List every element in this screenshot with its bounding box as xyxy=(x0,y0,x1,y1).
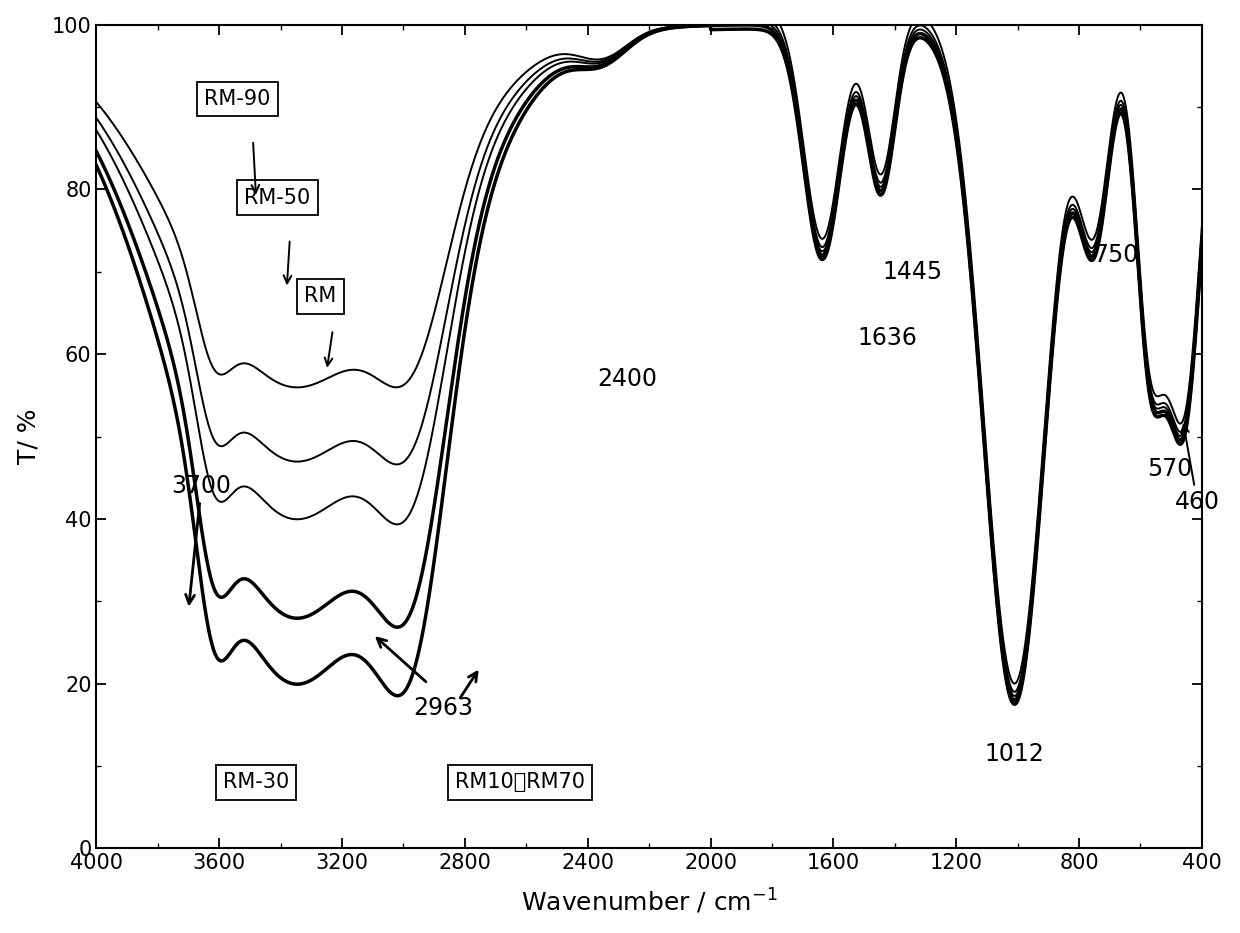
Text: 1012: 1012 xyxy=(985,742,1044,766)
Text: 570: 570 xyxy=(1147,457,1193,481)
Text: RM-90: RM-90 xyxy=(205,89,270,109)
X-axis label: Wavenumber / cm$^{-1}$: Wavenumber / cm$^{-1}$ xyxy=(521,887,777,916)
Text: 2963: 2963 xyxy=(413,696,474,720)
Text: 460: 460 xyxy=(1174,425,1220,514)
Text: RM-50: RM-50 xyxy=(244,188,311,208)
Text: 1445: 1445 xyxy=(883,259,942,284)
Text: RM: RM xyxy=(305,286,337,307)
Text: 3700: 3700 xyxy=(171,474,232,604)
Y-axis label: T/ %: T/ % xyxy=(16,409,41,465)
Text: RM10、RM70: RM10、RM70 xyxy=(455,773,585,792)
Text: 1636: 1636 xyxy=(858,326,918,350)
Text: 750: 750 xyxy=(1092,244,1138,268)
Text: RM-30: RM-30 xyxy=(223,773,289,792)
Text: 2400: 2400 xyxy=(596,367,657,391)
